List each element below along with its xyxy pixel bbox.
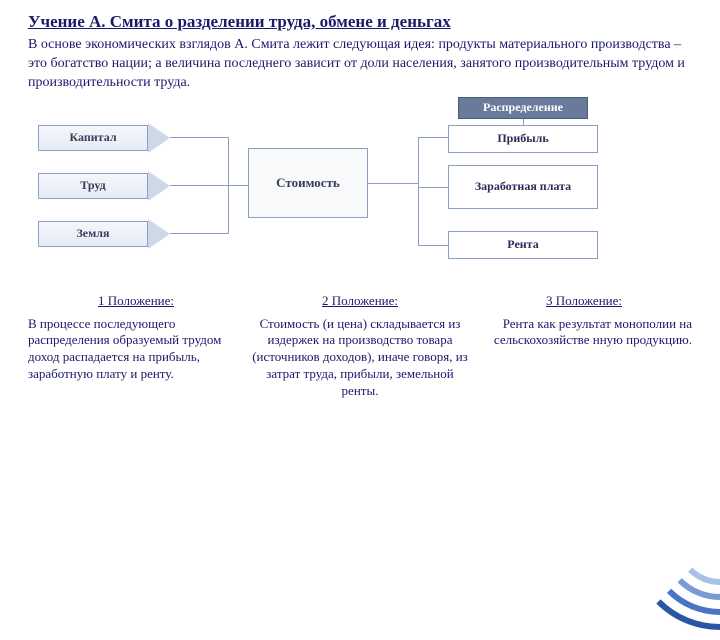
position-title: 3 Положение: <box>476 293 692 310</box>
intro-text: В основе экономических взглядов А. Смита… <box>28 36 692 93</box>
arrow-labor: Труд <box>38 173 148 199</box>
arrow-capital: Капитал <box>38 125 148 151</box>
right-rent: Рента <box>448 231 598 259</box>
connector-line <box>170 185 228 186</box>
position-1: 1 Положение: В процессе последующего рас… <box>28 293 244 400</box>
connector-line <box>170 137 228 138</box>
arrow-head-icon <box>148 219 170 249</box>
connector-line <box>418 187 448 188</box>
header-distribution: Распределение <box>458 97 588 119</box>
content-area: Учение А. Смита о разделении труда, обме… <box>28 12 692 400</box>
connector-line <box>418 245 448 246</box>
arrow-head-icon <box>148 123 170 153</box>
right-wage: Заработная плата <box>448 165 598 209</box>
connector-line <box>418 137 419 245</box>
position-text: В процессе последующего распределения об… <box>28 316 244 384</box>
position-2: 2 Положение: Стоимость (и цена) складыва… <box>252 293 468 400</box>
page-title: Учение А. Смита о разделении труда, обме… <box>28 12 692 32</box>
arrow-land: Земля <box>38 221 148 247</box>
center-cost: Стоимость <box>248 148 368 218</box>
right-profit: Прибыль <box>448 125 598 153</box>
corner-decoration-br <box>620 440 720 640</box>
position-text: Рента как результат монополии на сельско… <box>476 316 692 350</box>
connector-line <box>418 137 448 138</box>
arrow-head-icon <box>148 171 170 201</box>
connector-line <box>368 183 418 184</box>
position-title: 2 Положение: <box>252 293 468 310</box>
connector-line <box>170 233 228 234</box>
diagram: Распределение Капитал Труд Земля Стоимос… <box>38 103 682 283</box>
position-3: 3 Положение: Рента как результат монопол… <box>476 293 692 400</box>
position-text: Стоимость (и цена) складывается из издер… <box>252 316 468 400</box>
positions-row: 1 Положение: В процессе последующего рас… <box>28 293 692 400</box>
position-title: 1 Положение: <box>28 293 244 310</box>
connector-line <box>228 185 248 186</box>
